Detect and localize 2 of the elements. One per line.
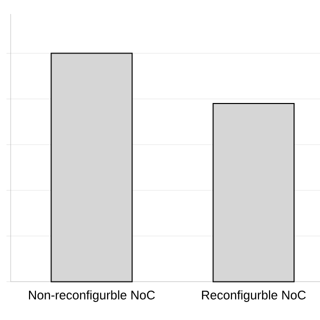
x-tick-label: Reconfigurble NoC (202, 290, 306, 302)
x-tick-label: Non-reconfigurble NoC (29, 290, 155, 302)
